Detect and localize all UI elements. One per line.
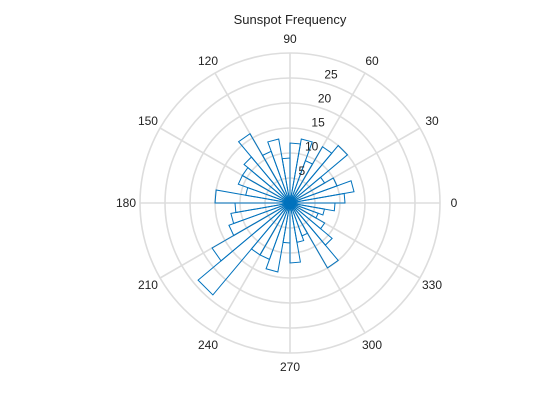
histogram-bar	[289, 145, 333, 204]
theta-tick-label: 0	[451, 196, 458, 210]
theta-tick-label: 210	[138, 278, 158, 292]
theta-tick-label: 240	[198, 338, 218, 352]
theta-tick-label: 300	[362, 338, 382, 352]
theta-tick-label: 180	[116, 196, 136, 210]
histogram-bar	[289, 202, 339, 269]
theta-tick-label: 270	[280, 360, 300, 374]
r-tick-label: 15	[311, 116, 325, 130]
histogram-bar	[289, 202, 336, 212]
r-tick-label: 20	[318, 91, 332, 105]
theta-tick-label: 330	[422, 278, 442, 292]
theta-tick-label: 30	[425, 114, 439, 128]
axis-labels: 0 30 60 90 120 150 180 210 240 270 300 330 510 15 20 25	[116, 32, 458, 374]
r-tick-label: 25	[324, 67, 338, 81]
histogram-bars	[197, 132, 355, 296]
theta-tick-label: 150	[138, 114, 158, 128]
theta-tick-label: 120	[198, 54, 218, 68]
theta-tick-label: 60	[365, 54, 379, 68]
r-tick-label: 5	[298, 164, 305, 178]
chart-title: Sunspot Frequency	[234, 12, 347, 27]
theta-tick-label: 90	[283, 32, 297, 46]
histogram-bar	[250, 202, 291, 256]
r-tick-label: 10	[305, 140, 319, 154]
